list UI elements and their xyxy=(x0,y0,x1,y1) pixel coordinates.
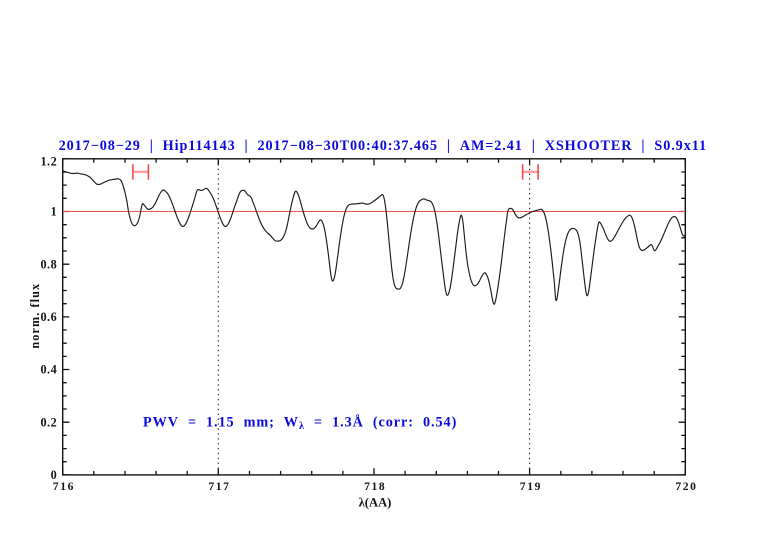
svg-text:720: 720 xyxy=(675,480,697,493)
svg-text:norm. flux: norm. flux xyxy=(28,283,42,349)
svg-text:716: 716 xyxy=(53,480,75,493)
svg-text:λ(AA): λ(AA) xyxy=(359,496,392,510)
svg-text:2017−08−29 | Hip114143 | 2: 2017−08−29 | Hip114143 | 2017−08−30T00:4… xyxy=(59,138,707,154)
svg-text:0.2: 0.2 xyxy=(40,415,57,429)
svg-text:0.6: 0.6 xyxy=(40,310,57,324)
svg-text:717: 717 xyxy=(208,480,230,493)
svg-text:1.2: 1.2 xyxy=(40,155,57,169)
svg-text:PWV = 1.15 mm; Wλ = 1.3Å: PWV = 1.15 mm; Wλ = 1.3Å (corr: 0.54) xyxy=(143,415,457,433)
svg-text:1: 1 xyxy=(51,205,58,219)
svg-text:718: 718 xyxy=(364,480,386,493)
svg-text:0.8: 0.8 xyxy=(40,257,57,271)
svg-text:719: 719 xyxy=(520,480,542,493)
svg-text:0: 0 xyxy=(51,468,58,482)
svg-text:0.4: 0.4 xyxy=(40,363,57,377)
